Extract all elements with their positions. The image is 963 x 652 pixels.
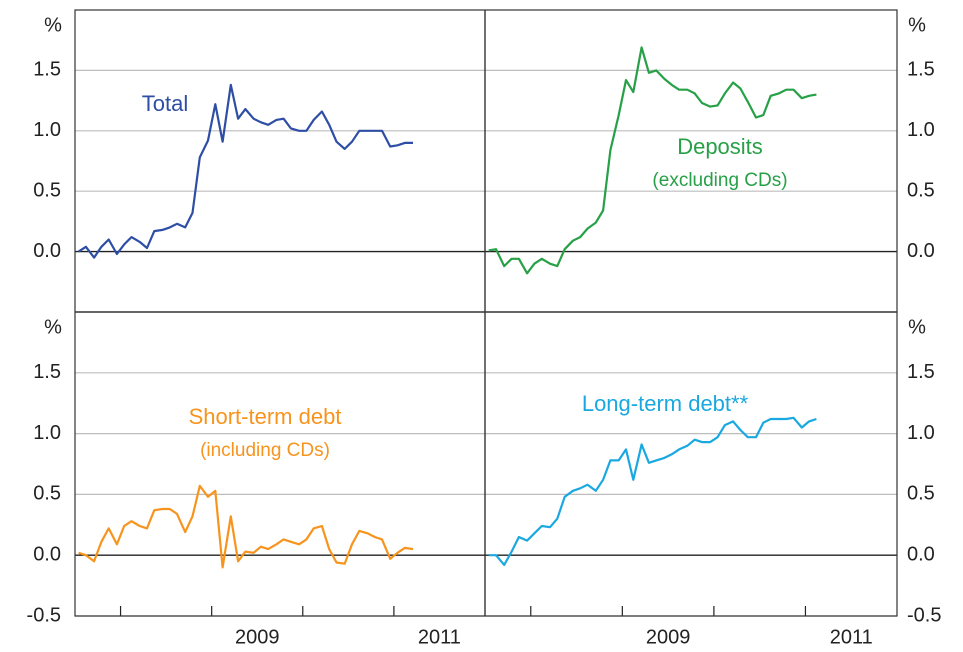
series-note: (excluding CDs)	[652, 170, 787, 191]
y-tick-label: 1.0	[907, 422, 935, 444]
y-tick-label: 0.0	[33, 543, 61, 565]
y-tick-label: 1.5	[907, 361, 935, 383]
series-label: Short-term debt	[189, 404, 342, 429]
y-tick-label: 1.0	[33, 422, 61, 444]
series-line	[488, 46, 817, 275]
y-tick-label: 1.0	[33, 119, 61, 141]
x-tick-label: 2009	[235, 626, 280, 648]
y-tick-label: 1.5	[907, 59, 935, 81]
x-tick-label: 2011	[830, 626, 873, 648]
y-unit: %	[908, 14, 926, 36]
y-unit: %	[908, 316, 926, 338]
series-label: Deposits	[677, 134, 763, 159]
y-tick-label: -0.5	[27, 604, 61, 626]
y-tick-label: 0.0	[907, 240, 935, 262]
y-tick-label: 1.0	[907, 119, 935, 141]
y-tick-label: 0.0	[33, 240, 61, 262]
y-tick-label: 0.5	[33, 179, 61, 201]
y-tick-label: 0.5	[33, 483, 61, 505]
series-label: Long-term debt**	[582, 391, 749, 416]
y-unit: %	[44, 316, 62, 338]
y-unit: %	[44, 14, 62, 36]
y-tick-label: -0.5	[907, 604, 941, 626]
y-tick-label: 1.5	[33, 361, 61, 383]
series-label: Total	[142, 91, 188, 116]
series-line	[78, 484, 414, 569]
y-tick-label: 1.5	[33, 59, 61, 81]
series-note: (including CDs)	[200, 440, 330, 461]
x-tick-label: 2011	[418, 626, 461, 648]
y-tick-label: 0.5	[907, 179, 935, 201]
y-tick-label: 0.5	[907, 483, 935, 505]
x-tick-label: 2009	[646, 626, 691, 648]
series-line	[77, 83, 413, 259]
frame	[74, 9, 898, 617]
series-line	[488, 416, 817, 566]
y-tick-label: 0.0	[907, 543, 935, 565]
